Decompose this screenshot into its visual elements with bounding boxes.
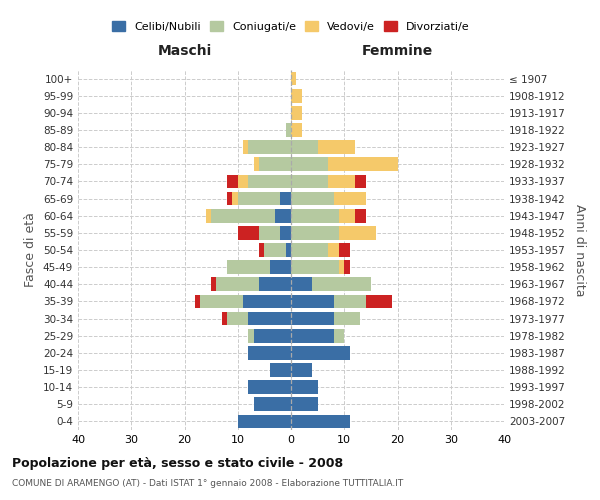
Bar	[248, 140, 291, 154]
Bar	[291, 278, 313, 291]
Bar	[291, 312, 334, 326]
Bar	[227, 192, 232, 205]
Bar	[200, 294, 243, 308]
Bar	[291, 72, 296, 86]
Bar	[291, 158, 328, 171]
Bar	[248, 174, 291, 188]
Bar	[291, 192, 334, 205]
Bar	[328, 174, 355, 188]
Bar	[248, 380, 291, 394]
Bar	[328, 243, 339, 257]
Bar	[291, 174, 328, 188]
Bar	[291, 414, 350, 428]
Bar	[222, 312, 227, 326]
Y-axis label: Fasce di età: Fasce di età	[25, 212, 37, 288]
Bar	[286, 243, 291, 257]
Bar	[339, 226, 376, 239]
Bar	[259, 278, 291, 291]
Text: COMUNE DI ARAMENGO (AT) - Dati ISTAT 1° gennaio 2008 - Elaborazione TUTTITALIA.I: COMUNE DI ARAMENGO (AT) - Dati ISTAT 1° …	[12, 479, 403, 488]
Bar	[259, 226, 280, 239]
Bar	[259, 243, 265, 257]
Bar	[365, 294, 392, 308]
Bar	[238, 192, 280, 205]
Bar	[211, 209, 275, 222]
Bar	[265, 243, 286, 257]
Bar	[291, 243, 328, 257]
Bar	[259, 158, 291, 171]
Bar	[238, 226, 259, 239]
Bar	[286, 123, 291, 137]
Bar	[291, 209, 339, 222]
Bar	[291, 106, 302, 120]
Bar	[227, 174, 238, 188]
Bar	[334, 192, 365, 205]
Bar	[344, 260, 350, 274]
Bar	[248, 346, 291, 360]
Bar	[243, 140, 248, 154]
Bar	[254, 329, 291, 342]
Bar	[339, 260, 344, 274]
Bar	[317, 140, 355, 154]
Bar	[291, 329, 334, 342]
Bar	[291, 380, 317, 394]
Bar	[291, 89, 302, 102]
Bar	[227, 260, 270, 274]
Bar	[355, 209, 365, 222]
Bar	[291, 346, 350, 360]
Bar	[339, 209, 355, 222]
Text: Popolazione per età, sesso e stato civile - 2008: Popolazione per età, sesso e stato civil…	[12, 458, 343, 470]
Bar	[238, 174, 248, 188]
Legend: Celibi/Nubili, Coniugati/e, Vedovi/e, Divorziati/e: Celibi/Nubili, Coniugati/e, Vedovi/e, Di…	[109, 18, 473, 36]
Bar	[334, 312, 360, 326]
Bar	[195, 294, 200, 308]
Bar	[270, 260, 291, 274]
Bar	[217, 278, 259, 291]
Bar	[227, 312, 248, 326]
Bar	[328, 158, 398, 171]
Bar	[291, 226, 339, 239]
Bar	[291, 260, 339, 274]
Bar	[334, 329, 344, 342]
Bar	[243, 294, 291, 308]
Bar	[313, 278, 371, 291]
Text: Femmine: Femmine	[362, 44, 433, 58]
Bar	[254, 158, 259, 171]
Bar	[280, 226, 291, 239]
Bar	[291, 398, 317, 411]
Bar	[334, 294, 365, 308]
Text: Maschi: Maschi	[157, 44, 212, 58]
Bar	[238, 414, 291, 428]
Bar	[206, 209, 211, 222]
Bar	[248, 312, 291, 326]
Bar	[211, 278, 217, 291]
Bar	[291, 294, 334, 308]
Bar	[339, 243, 350, 257]
Bar	[280, 192, 291, 205]
Bar	[291, 123, 302, 137]
Bar	[254, 398, 291, 411]
Y-axis label: Anni di nascita: Anni di nascita	[574, 204, 586, 296]
Bar	[275, 209, 291, 222]
Bar	[270, 363, 291, 377]
Bar	[248, 329, 254, 342]
Bar	[291, 140, 317, 154]
Bar	[291, 363, 313, 377]
Bar	[355, 174, 365, 188]
Bar	[232, 192, 238, 205]
